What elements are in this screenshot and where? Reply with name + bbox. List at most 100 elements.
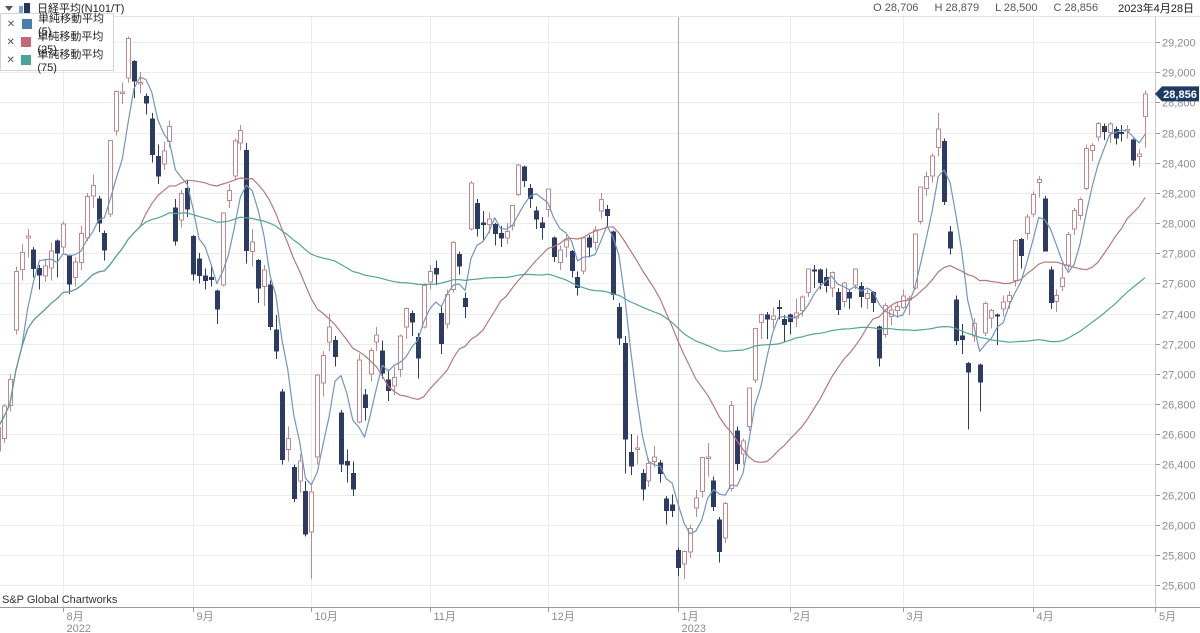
candle[interactable] [1066,232,1071,270]
candle[interactable] [481,210,486,242]
candle[interactable] [1102,123,1107,141]
candle[interactable] [676,547,681,576]
candle[interactable] [847,289,852,309]
candle[interactable] [49,242,54,281]
candle[interactable] [221,212,226,287]
candle[interactable] [309,485,314,579]
candle[interactable] [108,140,113,217]
candle[interactable] [102,230,107,261]
candle[interactable] [546,188,551,217]
candle[interactable] [995,313,1000,346]
candle[interactable] [581,236,586,275]
candle[interactable] [836,287,841,315]
candle[interactable] [126,36,131,83]
candle[interactable] [983,301,988,337]
candle[interactable] [1013,239,1018,287]
candle[interactable] [682,550,687,579]
candle[interactable] [641,468,646,501]
legend-row-sma75[interactable]: ✕ 単純移動平均 (75) [1,49,113,74]
candle[interactable] [1049,266,1054,309]
candle[interactable] [1137,149,1142,168]
candle[interactable] [339,410,344,472]
candle[interactable] [1119,125,1124,142]
candle[interactable] [357,354,362,424]
candle[interactable] [865,289,870,309]
candle[interactable] [91,174,96,208]
candle[interactable] [664,496,669,525]
candle[interactable] [771,307,776,329]
candle[interactable] [209,265,214,287]
candle[interactable] [79,226,84,270]
candle[interactable] [747,387,752,432]
candle[interactable] [623,336,628,474]
candle[interactable] [2,404,7,444]
candle[interactable] [658,459,663,483]
candle[interactable] [274,315,279,359]
candle[interactable] [215,289,220,325]
candle[interactable] [132,60,137,98]
candle[interactable] [1114,126,1119,145]
candle[interactable] [321,351,326,397]
candle[interactable] [1054,289,1059,312]
candle[interactable] [1131,138,1136,166]
candle[interactable] [43,259,48,282]
candle[interactable] [989,309,994,329]
candle[interactable] [812,265,817,288]
candle[interactable] [611,230,616,300]
candle[interactable] [593,226,598,251]
candle[interactable] [522,165,527,187]
candle[interactable] [1025,213,1030,240]
candle[interactable] [114,90,119,136]
candle[interactable] [499,226,504,248]
candle[interactable] [150,112,155,163]
candle[interactable] [1007,290,1012,309]
candle[interactable] [262,265,267,306]
candle[interactable] [540,217,545,240]
candle[interactable] [374,327,379,352]
candle[interactable] [493,223,498,246]
chevron-down-icon[interactable] [5,5,13,11]
candle[interactable] [558,245,563,270]
candle[interactable] [345,449,350,483]
candle[interactable] [233,138,238,180]
candle[interactable] [410,310,415,337]
candle[interactable] [422,283,427,329]
candle[interactable] [156,144,161,184]
candle[interactable] [978,363,983,412]
candle[interactable] [1031,191,1036,217]
candle[interactable] [1072,207,1077,236]
candle[interactable] [670,494,675,518]
candle[interactable] [617,302,622,346]
candle[interactable] [688,524,693,558]
candle[interactable] [1019,238,1024,269]
candle[interactable] [31,247,36,278]
candle[interactable] [73,257,78,287]
candle[interactable] [14,266,19,335]
candle[interactable] [120,82,125,104]
candle[interactable] [227,183,232,208]
candle[interactable] [706,443,711,477]
candle[interactable] [0,419,1,461]
candle[interactable] [782,315,787,343]
candle[interactable] [629,434,634,475]
candle[interactable] [37,265,42,290]
sma-25-line[interactable] [0,177,1146,463]
candle[interactable] [298,453,303,493]
legend-row-sma5[interactable]: ✕ 単純移動平均 (5) [1,13,113,38]
candle[interactable] [85,192,90,242]
candle[interactable] [20,244,25,281]
candle[interactable] [428,265,433,290]
candle[interactable] [534,206,539,229]
candle[interactable] [723,502,728,543]
candle[interactable] [635,435,640,465]
candle[interactable] [369,348,374,382]
candle[interactable] [735,426,740,471]
candle[interactable] [806,268,811,297]
candle[interactable] [1060,262,1065,291]
candle[interactable] [61,221,66,254]
candle[interactable] [191,235,196,281]
candle[interactable] [717,517,722,563]
candle[interactable] [144,93,149,115]
candle[interactable] [599,192,604,219]
candle[interactable] [404,307,409,340]
